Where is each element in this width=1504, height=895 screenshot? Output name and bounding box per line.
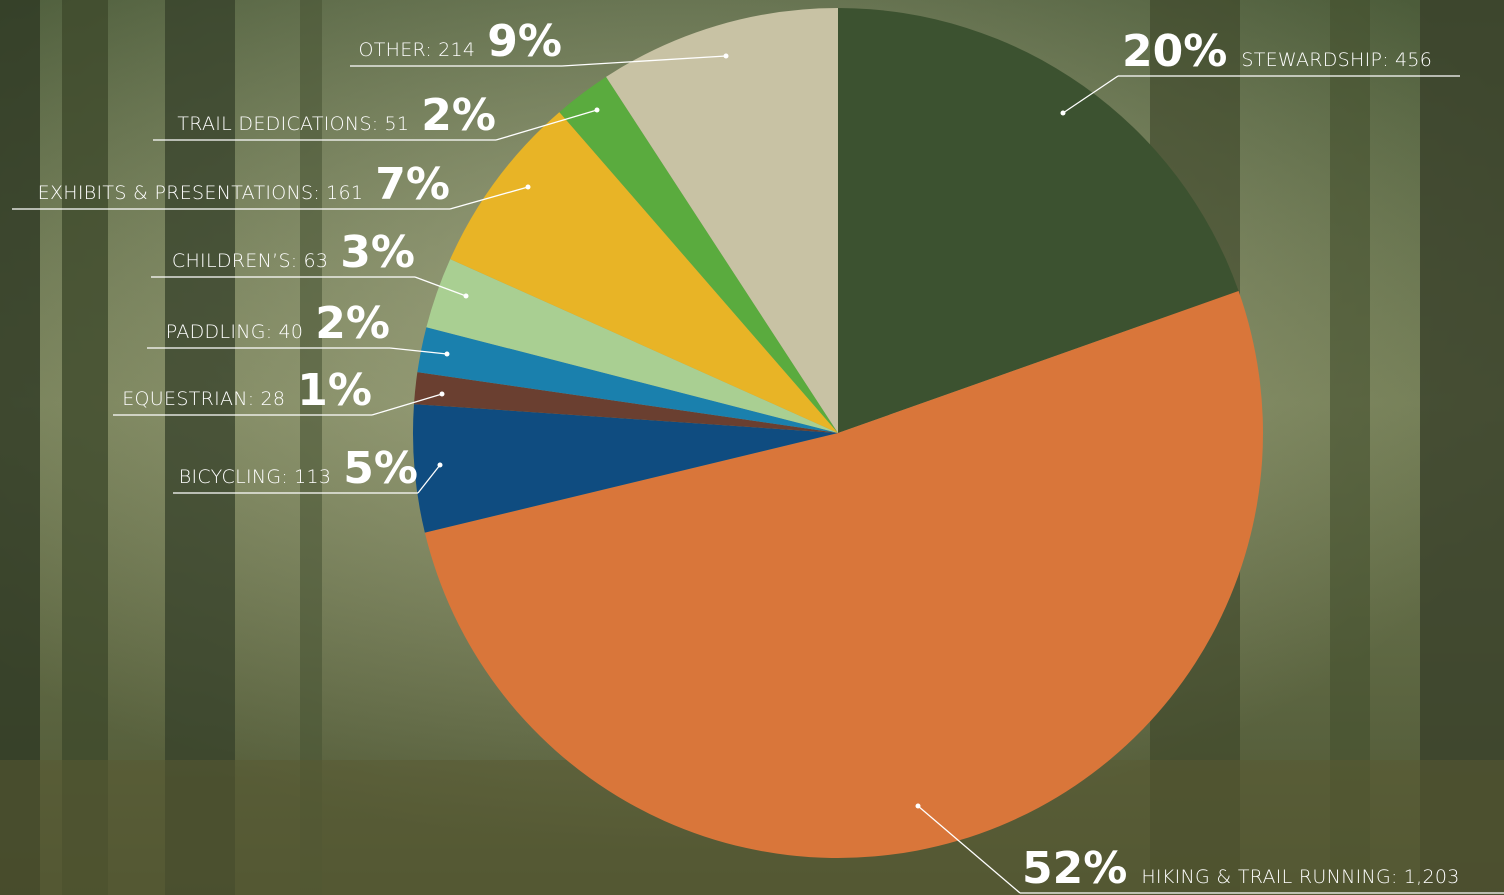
percent-label: 52% [1022, 843, 1127, 894]
value-label: 40 [279, 321, 304, 343]
leader-line [561, 55, 727, 67]
slice-label: PADDLING: 40 2% [147, 298, 450, 357]
percent-label: 20% [1122, 26, 1227, 77]
leader-line [917, 805, 1021, 894]
leader-dot [463, 293, 469, 299]
label-text: BICYCLING: 113 5% [179, 443, 418, 494]
percent-label: 2% [421, 90, 496, 141]
leader-line [389, 347, 448, 355]
slice-label: 52% HIKING & TRAIL RUNNING: 1,203 [915, 803, 1504, 894]
slice-label: CHILDREN’S: 63 3% [151, 227, 469, 299]
slice-label: EXHIBITS & PRESENTATIONS: 161 7% [12, 159, 531, 210]
leader-dot [437, 462, 443, 468]
category-label: EXHIBITS & PRESENTATIONS: [38, 182, 320, 204]
pie-slice [417, 327, 838, 433]
label-text: PADDLING: 40 2% [166, 298, 390, 349]
leader-dot [1060, 110, 1066, 116]
category-label: PADDLING: [166, 321, 273, 343]
pie-slice [424, 291, 1264, 859]
leader-dot [915, 803, 921, 809]
value-label: 456 [1395, 49, 1432, 71]
category-label: TRAIL DEDICATIONS: [177, 113, 378, 135]
slice-label: EQUESTRIAN: 28 1% [113, 365, 445, 416]
category-label: HIKING & TRAIL RUNNING: [1141, 866, 1397, 888]
value-label: 51 [385, 113, 410, 135]
pie-slice [838, 8, 1239, 433]
percent-label: 9% [487, 16, 562, 67]
label-text: OTHER: 214 9% [358, 16, 562, 67]
pie-slice [606, 8, 838, 433]
label-text: 20% STEWARDSHIP: 456 [1122, 26, 1432, 77]
percent-label: 1% [297, 365, 372, 416]
leader-dot [444, 351, 450, 357]
leader-dot [594, 107, 600, 113]
percent-label: 2% [315, 298, 390, 349]
slice-label: BICYCLING: 113 5% [173, 443, 443, 494]
leader-line [417, 464, 441, 494]
leader-line [495, 109, 598, 141]
value-label: 63 [304, 250, 329, 272]
pie-slice [450, 112, 838, 434]
leader-dot [439, 391, 445, 397]
category-label: OTHER: [358, 39, 432, 61]
slice-label: OTHER: 214 9% [350, 16, 729, 67]
value-label: 28 [261, 388, 286, 410]
percent-label: 7% [375, 159, 450, 210]
value-label: 214 [438, 39, 475, 61]
leader-dot [525, 184, 531, 190]
slice-label: 20% STEWARDSHIP: 456 [1060, 26, 1460, 116]
category-label: EQUESTRIAN: [122, 388, 254, 410]
value-label: 161 [326, 182, 363, 204]
pie-slice [413, 404, 838, 533]
pie-slice [426, 259, 838, 433]
percent-label: 5% [343, 443, 418, 494]
pie-slice [413, 372, 838, 433]
label-text: EQUESTRIAN: 28 1% [122, 365, 372, 416]
label-text: EXHIBITS & PRESENTATIONS: 161 7% [38, 159, 450, 210]
label-text: TRAIL DEDICATIONS: 51 2% [177, 90, 496, 141]
value-label: 113 [294, 466, 331, 488]
label-text: CHILDREN’S: 63 3% [172, 227, 415, 278]
label-text: 52% HIKING & TRAIL RUNNING: 1,203 [1022, 843, 1460, 894]
leader-dot [723, 53, 729, 59]
slice-label: TRAIL DEDICATIONS: 51 2% [153, 90, 600, 141]
category-label: BICYCLING: [179, 466, 288, 488]
leader-line [371, 393, 443, 416]
pie-slice [559, 76, 838, 433]
leader-line [1062, 75, 1119, 114]
category-label: CHILDREN’S: [172, 250, 298, 272]
leader-line [414, 276, 467, 297]
value-label: 1,203 [1404, 866, 1460, 888]
category-label: STEWARDSHIP: [1241, 49, 1389, 71]
percent-label: 3% [340, 227, 415, 278]
leader-line [449, 186, 529, 210]
